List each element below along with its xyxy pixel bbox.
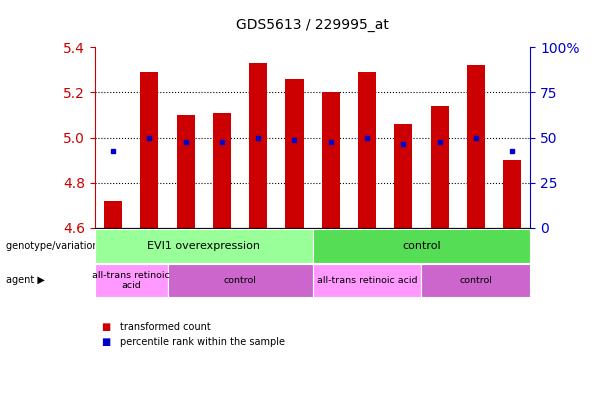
Text: all-trans retinoic acid: all-trans retinoic acid	[317, 276, 417, 285]
Text: genotype/variation ▶: genotype/variation ▶	[6, 241, 109, 251]
Bar	[358, 72, 376, 228]
Bar	[394, 124, 413, 228]
Text: control: control	[224, 276, 256, 285]
Bar	[503, 160, 521, 228]
Bar	[213, 113, 231, 228]
Bar	[466, 65, 485, 228]
Bar	[430, 106, 449, 228]
Bar	[249, 63, 267, 228]
Text: control: control	[459, 276, 492, 285]
Bar	[286, 79, 303, 228]
Text: percentile rank within the sample: percentile rank within the sample	[120, 337, 284, 347]
Text: transformed count: transformed count	[120, 321, 210, 332]
Bar	[140, 72, 159, 228]
Bar	[322, 92, 340, 228]
Text: ■: ■	[101, 337, 110, 347]
Bar	[104, 201, 122, 228]
Text: ■: ■	[101, 321, 110, 332]
Text: all-trans retinoic
acid: all-trans retinoic acid	[93, 271, 170, 290]
Text: GDS5613 / 229995_at: GDS5613 / 229995_at	[236, 18, 389, 32]
Bar	[177, 115, 195, 228]
Text: control: control	[402, 241, 441, 251]
Text: EVI1 overexpression: EVI1 overexpression	[147, 241, 261, 251]
Text: agent ▶: agent ▶	[6, 275, 45, 285]
